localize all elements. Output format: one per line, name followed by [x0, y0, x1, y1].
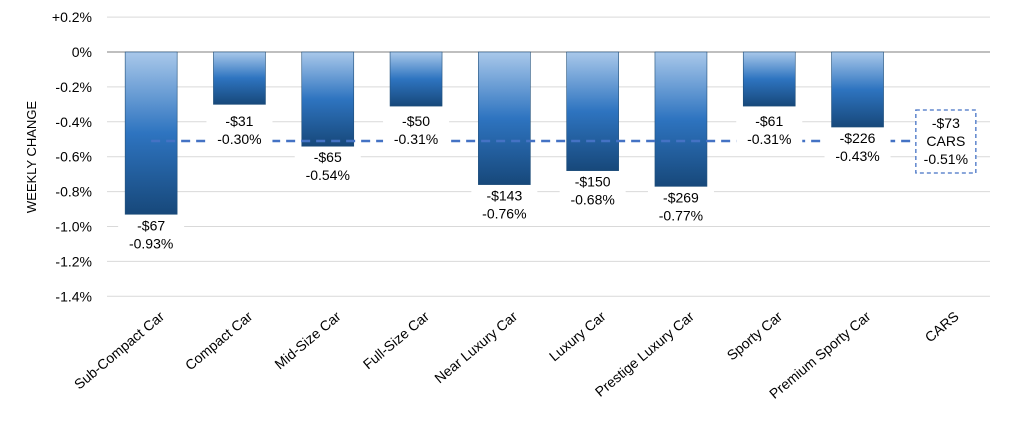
- bar-percent-label: -0.30%: [217, 131, 261, 147]
- bar-dollar-label: -$150: [575, 174, 611, 190]
- bar-dollar-label: -$226: [840, 130, 876, 146]
- y-tick-label: -1.0%: [55, 219, 92, 235]
- data-label-background: [736, 111, 803, 149]
- x-category-label: Prestige Luxury Car: [592, 308, 697, 400]
- bar-dollar-label: -$50: [402, 113, 430, 129]
- x-category-label: Near Luxury Car: [431, 308, 520, 386]
- bar-dollar-label: -$67: [137, 217, 165, 233]
- x-category-label: Full-Size Car: [360, 308, 433, 372]
- bar: [478, 51, 531, 185]
- y-tick-label: 0%: [72, 44, 92, 60]
- y-tick-label: +0.2%: [52, 9, 92, 25]
- y-tick-label: -0.6%: [55, 149, 92, 165]
- bar: [301, 51, 355, 147]
- data-label-background: [294, 147, 361, 186]
- bar-percent-label: -0.31%: [747, 131, 791, 147]
- x-axis-category-labels: Sub-Compact Car Compact Car Mid-Size Car Fu…: [71, 308, 962, 402]
- data-label-background: [383, 111, 450, 149]
- x-category-label: Luxury Car: [546, 308, 609, 364]
- y-axis-tick-labels: +0.2% 0% -0.2% -0.4% -0.6% -0.8% -1.0% -1.2% -1.…: [52, 9, 92, 304]
- data-label-background: [647, 187, 714, 226]
- bar: [654, 51, 708, 187]
- bar-percent-label: -0.77%: [659, 207, 703, 223]
- data-label-background: [206, 111, 273, 149]
- cars-summary-label: CARS: [926, 133, 965, 149]
- bar-dollar-label: -$65: [314, 149, 342, 165]
- bar: [831, 51, 884, 128]
- y-axis-label: WEEKLY CHANGE: [24, 101, 39, 214]
- bar-percent-label: -0.76%: [482, 206, 526, 222]
- y-tick-label: -0.2%: [55, 79, 92, 95]
- data-label-background: [824, 128, 891, 167]
- x-category-label: Sub-Compact Car: [71, 308, 167, 392]
- bar-percent-label: -0.43%: [835, 148, 879, 164]
- data-label-background: [559, 171, 626, 210]
- data-label-background: [118, 215, 185, 254]
- cars-summary-box: [915, 109, 977, 174]
- y-tick-label: -0.8%: [55, 184, 92, 200]
- bar-dollar-label: -$269: [663, 189, 699, 205]
- cars-summary-label: -0.51%: [924, 151, 968, 167]
- y-tick-label: -0.4%: [55, 114, 92, 130]
- bar-percent-label: -0.54%: [306, 167, 350, 183]
- data-label-background: [471, 185, 538, 224]
- bar-dollar-label: -$143: [486, 188, 522, 204]
- bar-percent-label: -0.68%: [570, 192, 614, 208]
- cars-reference-line: -$73 CARS -0.51%: [151, 109, 977, 174]
- x-category-label: CARS: [922, 308, 962, 345]
- bar-percent-label: -0.93%: [129, 235, 173, 251]
- bar: [213, 51, 266, 105]
- x-category-label: Sporty Car: [724, 308, 786, 363]
- x-category-label: Compact Car: [182, 308, 256, 373]
- bar: [389, 51, 443, 107]
- bar-dollar-label: -$61: [755, 113, 783, 129]
- x-category-label: Mid-Size Car: [271, 308, 344, 372]
- data-labels: -$67 -0.93% -$31 -0.30% -$65 -0.54% -$50 -0.31%…: [118, 111, 891, 254]
- bar-percent-label: -0.31%: [394, 131, 438, 147]
- bar-dollar-label: -$31: [225, 113, 253, 129]
- cars-summary-label: -$73: [932, 115, 960, 131]
- bar: [566, 51, 619, 171]
- y-tick-label: -1.4%: [55, 288, 92, 304]
- bar: [124, 51, 178, 215]
- bar: [742, 51, 796, 107]
- bars: [124, 51, 884, 215]
- y-tick-label: -1.2%: [55, 253, 92, 269]
